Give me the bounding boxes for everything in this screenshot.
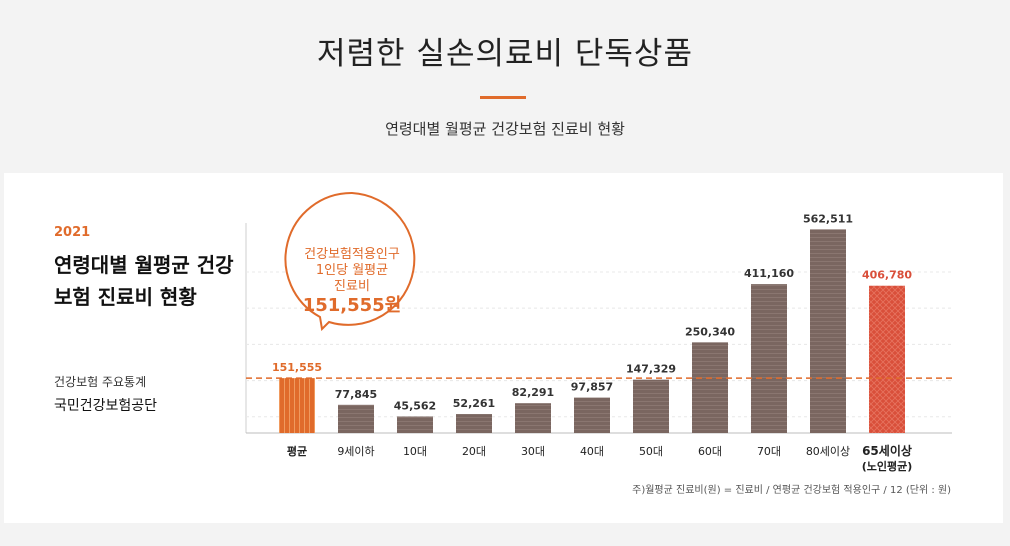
page-subtitle: 연령대별 월평균 건강보험 진료비 현황 [385,120,625,138]
value-label-9: 411,160 [744,267,794,280]
bar-6 [574,397,610,433]
bar-1 [279,378,315,433]
value-label-10: 562,511 [803,212,853,225]
value-label-6: 97,857 [571,381,613,394]
category-label-10: 80세이상 [806,445,850,458]
bar-2 [338,404,374,433]
category-label-4: 20대 [462,445,486,458]
category-label-1: 평균 [287,444,307,458]
value-labels: 151,555 77,845 45,562 52,261 82,291 97,857 147… [272,212,912,412]
callout-text: 건강보험적용인구 1인당 월평균 진료비 151,555원 [282,247,422,316]
chart-heading: 연령대별 월평균 건강보험 진료비 현황 [54,253,234,309]
bar-5 [515,403,551,433]
bar-10 [810,229,846,433]
footnote: 주)월평균 진료비(원) = 진료비 / 연평균 건강보험 적용인구 / 12 … [632,485,951,496]
bar-9 [751,284,787,433]
bar-7 [633,379,669,433]
chart-card: 2021 연령대별 월평균 건강보험 진료비 현황 건강보험 주요통계 국민건강… [4,173,1003,523]
value-label-5: 82,291 [512,386,554,399]
category-label-2: 9세이하 [337,444,374,458]
value-label-11: 406,780 [862,269,912,282]
category-sublabel-11: (노인평균) [862,459,913,473]
callout-value: 151,555원 [302,295,402,316]
callout-line-2: 1인당 월평균 [315,263,389,278]
value-label-7: 147,329 [626,363,676,376]
bar-4 [456,414,492,433]
category-label-5: 30대 [521,445,545,458]
bars [279,229,905,433]
category-label-11: 65세이상 [862,443,912,458]
chart-year: 2021 [54,225,91,240]
category-label-9: 70대 [757,445,781,458]
category-label-8: 60대 [698,445,722,458]
source-label: 건강보험 주요통계 [54,375,147,389]
value-label-3: 45,562 [394,400,436,413]
category-label-6: 40대 [580,445,604,458]
callout-line-3: 진료비 [334,279,370,294]
callout-bubble [284,191,416,331]
value-label-2: 77,845 [335,388,377,401]
bar-11 [869,285,905,433]
bar-3 [397,416,433,433]
page-title: 저렴한 실손의료비 단독상품 [317,36,693,72]
title-divider [480,96,526,99]
value-label-1: 151,555 [272,361,322,374]
bar-chart: 151,555 77,845 45,562 52,261 82,291 97,857 147… [245,212,952,473]
callout-line-1: 건강보험적용인구 [304,247,400,262]
category-label-7: 50대 [639,445,663,458]
category-labels: 평균 9세이하 10대 20대 30대 40대 50대 60대 70대 80세이상 65세이상(노인… [287,443,912,473]
category-label-3: 10대 [403,445,427,458]
value-label-8: 250,340 [685,325,735,338]
value-label-4: 52,261 [453,397,495,410]
source-organization: 국민건강보험공단 [54,398,158,414]
bar-8 [692,342,728,433]
